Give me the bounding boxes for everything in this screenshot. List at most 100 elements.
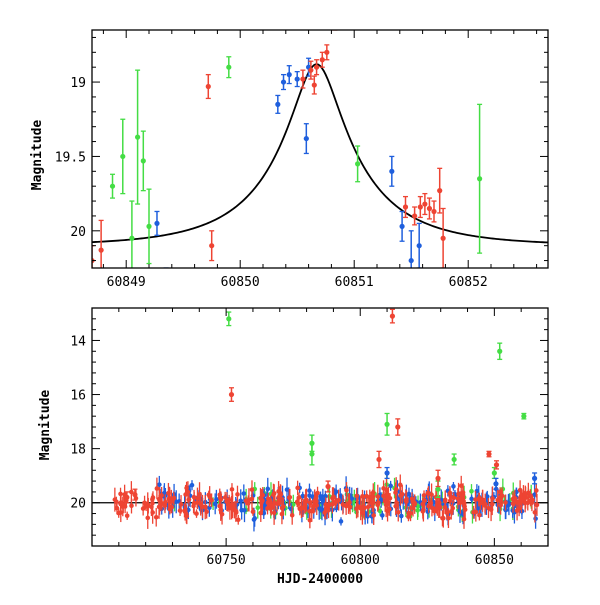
data-point-green xyxy=(309,451,315,457)
data-point-red xyxy=(228,391,235,398)
baseline-point-red xyxy=(171,496,177,501)
top-ylabel: Magnitude xyxy=(30,120,45,191)
baseline-point-red xyxy=(250,509,256,515)
baseline-point-blue xyxy=(320,497,326,503)
y-tick-label: 20 xyxy=(70,497,86,512)
data-point-green xyxy=(355,161,361,167)
baseline-point-blue xyxy=(157,482,162,487)
data-point-green xyxy=(451,456,457,463)
data-point-red xyxy=(209,243,215,249)
plot-area xyxy=(92,308,548,532)
baseline-point-red xyxy=(386,492,391,498)
baseline-point-red xyxy=(528,493,533,499)
data-point-green xyxy=(477,176,483,182)
baseline-point-green xyxy=(469,488,474,494)
baseline-point-red xyxy=(480,498,485,504)
bottom-xlabel: HJD-2400000 xyxy=(277,572,363,587)
baseline-point-red xyxy=(191,494,197,500)
baseline-point-red xyxy=(129,489,134,495)
baseline-point-red xyxy=(315,490,320,496)
baseline-point-red xyxy=(124,513,130,519)
baseline-point-red xyxy=(406,510,411,516)
data-point-red xyxy=(132,492,138,498)
baseline-point-red xyxy=(281,504,286,509)
baseline-point-red xyxy=(458,500,463,505)
baseline-point-red xyxy=(490,496,495,501)
data-point-red xyxy=(440,235,446,241)
baseline-point-red xyxy=(194,511,199,516)
baseline-point-red xyxy=(510,496,516,502)
baseline-point-red xyxy=(365,504,371,510)
baseline-point-red xyxy=(145,515,151,521)
y-tick-label: 19 xyxy=(70,76,86,91)
baseline-point-red xyxy=(166,496,172,502)
baseline-point-red xyxy=(462,507,468,512)
baseline-point-blue xyxy=(189,482,195,488)
data-point-red xyxy=(402,204,409,210)
baseline-point-blue xyxy=(425,509,431,514)
panel-top-zoom: 60849 60850 60851 60852 19 19.5 20 xyxy=(55,29,549,290)
x-tick-label: 60850 xyxy=(221,275,260,290)
baseline-point-red xyxy=(395,509,401,515)
baseline-point-red xyxy=(245,501,251,506)
baseline-point-red xyxy=(534,502,540,508)
baseline-point-blue xyxy=(506,502,512,507)
baseline-point-red xyxy=(289,513,295,518)
baseline-point-blue xyxy=(399,513,404,519)
data-point-green xyxy=(109,183,116,189)
data-point-red xyxy=(435,475,441,481)
baseline-point-red xyxy=(295,501,301,506)
data-point-red xyxy=(426,205,433,212)
baseline-point-red xyxy=(437,504,442,509)
data-point-red xyxy=(308,67,314,73)
baseline-point-red xyxy=(523,492,528,497)
baseline-point-red xyxy=(495,497,501,503)
baseline-point-green xyxy=(255,505,261,511)
data-point-green xyxy=(140,158,146,164)
baseline-point-red xyxy=(519,498,524,504)
baseline-point-red xyxy=(323,502,329,507)
baseline-point-red xyxy=(204,509,209,514)
baseline-point-blue xyxy=(380,513,385,518)
data-point-red xyxy=(431,208,437,215)
baseline-point-blue xyxy=(241,491,247,496)
baseline-point-red xyxy=(129,503,134,508)
data-point-green xyxy=(435,486,441,492)
data-point-red xyxy=(493,462,500,468)
baseline-point-red xyxy=(265,506,270,511)
baseline-point-red xyxy=(114,505,120,511)
data-point-red xyxy=(319,57,325,63)
model-curve xyxy=(92,63,548,244)
x-tick-label: 60750 xyxy=(207,553,246,568)
baseline-point-red xyxy=(532,510,538,515)
baseline-point-red xyxy=(477,512,482,518)
baseline-point-blue xyxy=(252,516,257,521)
baseline-point-red xyxy=(258,510,264,516)
data-point-red xyxy=(389,313,396,319)
baseline-point-red xyxy=(398,493,403,498)
baseline-point-red xyxy=(177,508,183,513)
data-point-blue xyxy=(531,475,538,481)
x-tick-label: 60850 xyxy=(475,553,514,568)
baseline-point-red xyxy=(344,487,349,493)
baseline-point-red xyxy=(272,501,278,506)
data-point-red xyxy=(300,76,306,82)
baseline-point-red xyxy=(295,485,300,491)
plot-frame xyxy=(91,29,549,269)
data-point-red xyxy=(412,213,418,219)
y-tick-label: 19.5 xyxy=(55,150,86,165)
data-point-red xyxy=(324,49,330,55)
baseline-point-red xyxy=(444,510,450,515)
x-tick-label: 60800 xyxy=(341,553,380,568)
baseline-point-red xyxy=(375,494,381,499)
data-point-red xyxy=(124,494,130,500)
baseline-point-red xyxy=(450,505,455,511)
baseline-point-red xyxy=(375,502,381,508)
y-tick-label: 20 xyxy=(70,225,86,240)
baseline-point-red xyxy=(287,495,293,500)
baseline-point-red xyxy=(451,495,457,501)
y-tick-label: 18 xyxy=(70,443,86,458)
baseline-point-red xyxy=(271,491,277,496)
data-point-green xyxy=(135,134,141,140)
data-point-blue xyxy=(399,223,405,229)
